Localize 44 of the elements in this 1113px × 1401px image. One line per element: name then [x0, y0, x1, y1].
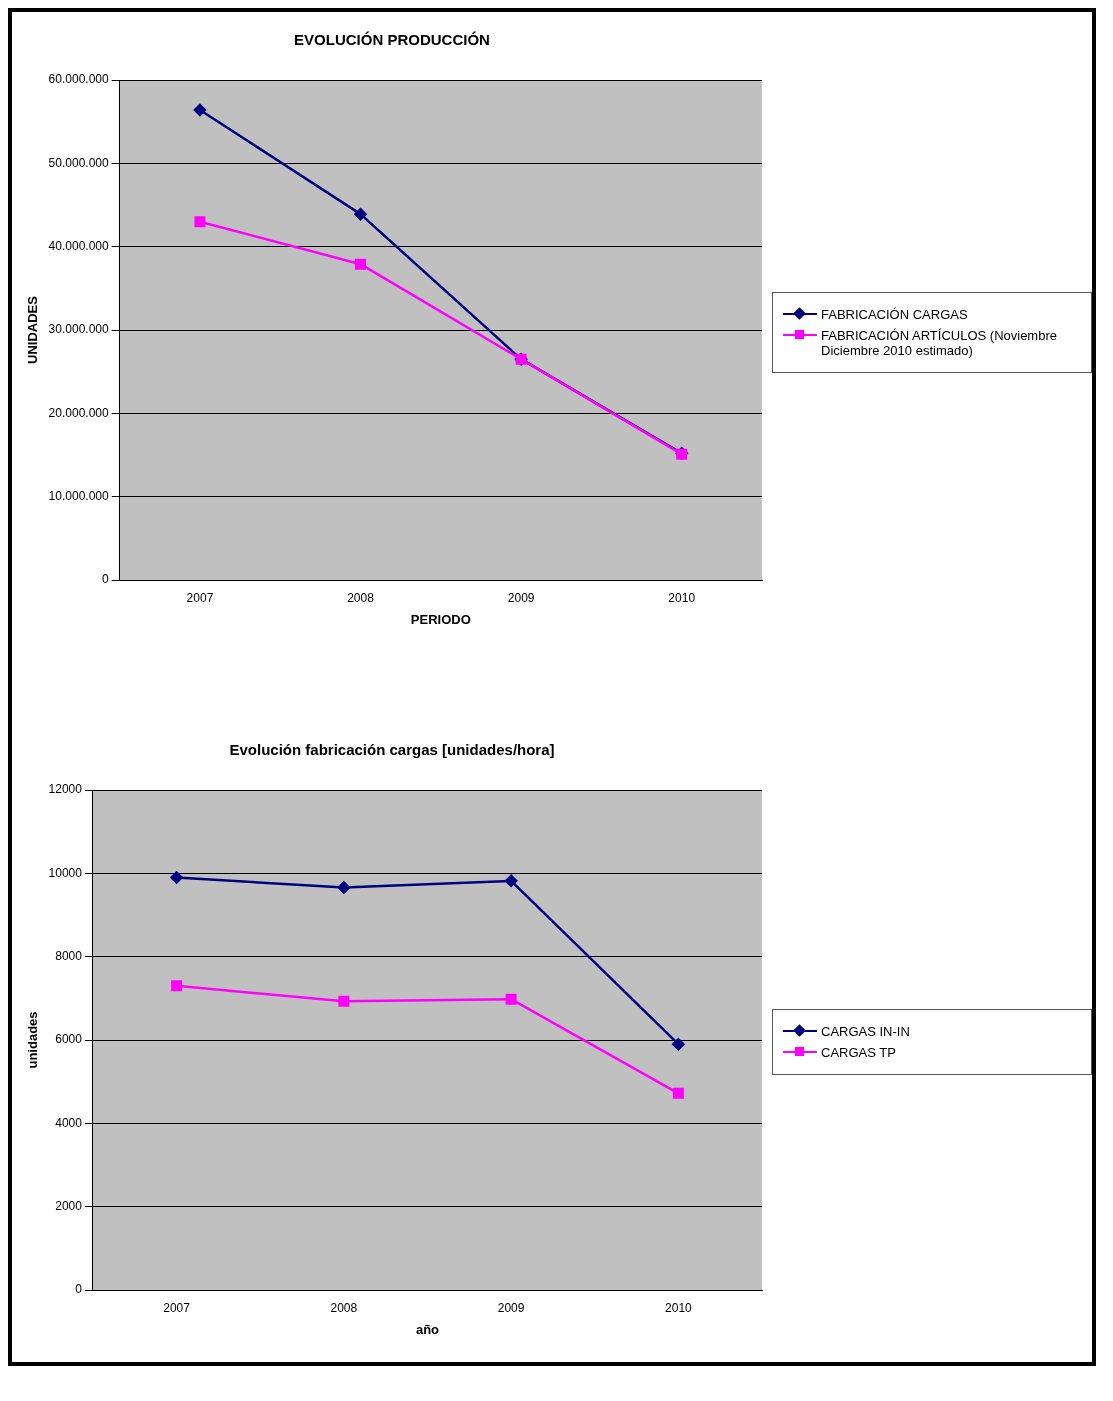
legend-label: CARGAS TP — [821, 1045, 896, 1060]
legend-label: FABRICACIÓN ARTÍCULOS (Noviembre Diciembre 2010 estimado) — [821, 327, 1058, 358]
point — [193, 103, 207, 117]
point — [171, 980, 183, 992]
y-tick-label: 4000 — [55, 1115, 83, 1130]
point — [505, 993, 517, 1005]
x-tick-label: 2009 — [497, 1300, 525, 1315]
legend-label: CARGAS IN-IN — [821, 1024, 910, 1039]
chart-title: Evolución fabricación cargas [unidades/hora] — [229, 741, 555, 759]
y-axis-title: unidades — [25, 1011, 41, 1069]
point — [170, 871, 183, 884]
x-axis-title: año — [415, 1321, 440, 1337]
y-tick-label: 0 — [75, 1282, 83, 1297]
point — [672, 1037, 685, 1051]
chart-title: EVOLUCIÓN PRODUCCIÓN — [294, 31, 490, 49]
y-axis-title: UNIDADES — [25, 295, 41, 364]
y-tick-label: 8000 — [55, 948, 83, 963]
y-tick-label: 40.000.000 — [48, 238, 109, 253]
x-tick-label: 2010 — [668, 590, 696, 605]
point — [194, 216, 206, 228]
y-tick-label: 20.000.000 — [48, 405, 109, 420]
x-tick-label: 2008 — [347, 590, 375, 605]
y-tick-label: 0 — [101, 572, 109, 587]
point — [338, 995, 350, 1007]
y-tick-label: 6000 — [55, 1032, 83, 1047]
y-tick-label: 2000 — [55, 1198, 83, 1213]
y-tick-label: 10.000.000 — [48, 488, 109, 503]
x-axis-title: PERIODO — [410, 611, 471, 627]
y-tick-label: 12000 — [48, 782, 83, 797]
point — [672, 1087, 684, 1099]
x-tick-label: 2007 — [186, 590, 214, 605]
point — [355, 258, 367, 270]
y-tick-label: 10000 — [48, 865, 83, 880]
point — [337, 881, 351, 894]
x-tick-label: 2009 — [507, 590, 535, 605]
legend-label: FABRICACIÓN CARGAS — [821, 306, 968, 322]
y-tick-label: 60.000.000 — [48, 72, 109, 87]
point — [354, 207, 367, 221]
y-tick-label: 50.000.000 — [48, 155, 109, 170]
y-tick-label: 30.000.000 — [48, 322, 109, 337]
x-tick-label: 2010 — [665, 1300, 693, 1315]
x-tick-label: 2007 — [163, 1300, 191, 1315]
x-tick-label: 2008 — [330, 1300, 358, 1315]
point — [504, 874, 518, 888]
